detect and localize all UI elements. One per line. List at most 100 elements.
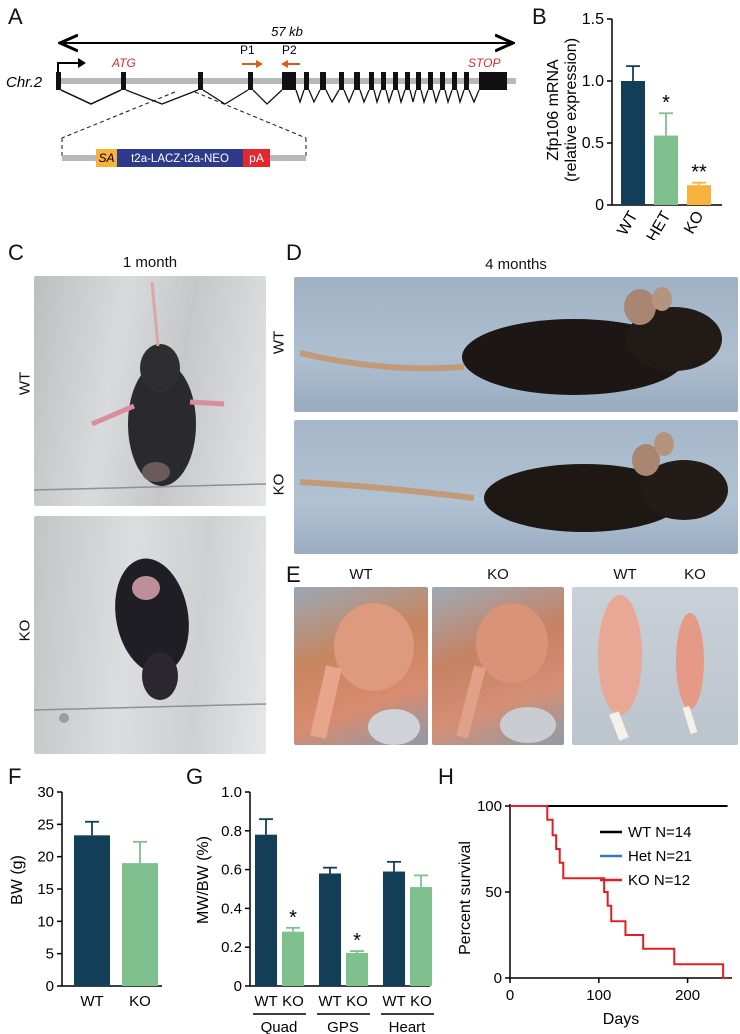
panel-letter-g: G (186, 764, 204, 789)
x-tick-label: KO (129, 993, 151, 1010)
x-tick-label: WT (318, 993, 341, 1010)
x-tick-label: WT (614, 208, 641, 238)
chromosome-label: Chr.2 (6, 74, 43, 91)
bar (255, 834, 277, 986)
panel-letter-a: A (8, 4, 23, 29)
panel-letter-e: E (286, 562, 301, 587)
y-tick-label: 0 (595, 197, 604, 214)
significance-label: ** (691, 162, 707, 184)
panel-letter-d: D (286, 240, 302, 265)
c-wt-photo (34, 276, 266, 506)
y-tick-label: 1.0 (221, 784, 242, 801)
y-tick-label: 15 (37, 881, 54, 898)
x-tick-label: HET (644, 208, 675, 240)
y-tick-label: 0.6 (221, 862, 242, 879)
y-tick-label: 0 (494, 970, 502, 987)
bar (74, 835, 110, 986)
c-wt-label: WT (16, 371, 34, 396)
y-tick-label: 0.5 (582, 135, 604, 152)
d-ko-photo (294, 420, 738, 554)
x-tick-label: 200 (675, 987, 700, 1004)
cassette-pa (243, 149, 270, 167)
stop-label: STOP (468, 56, 500, 70)
x-tick-label: WT (254, 993, 277, 1010)
tss-arrow (57, 62, 80, 76)
y-tick-label: 50 (485, 884, 502, 901)
x-axis-title: Days (603, 1011, 639, 1028)
chart-b: 0 0.5 1.0 1.5 WT * HET ** KO Zfp106 mRNA (relative… (545, 11, 722, 240)
bar (122, 863, 158, 986)
significance-label: * (353, 930, 361, 952)
gene-diagram: 57 kb Chr.2 ATG STOP P1 P2 (6, 24, 516, 167)
y-axis-title: MW/BW (%) (195, 836, 212, 924)
bar (687, 185, 711, 205)
primer-p2-label: P2 (282, 43, 297, 57)
legend-label: WT N=14 (628, 824, 692, 841)
exons (56, 72, 507, 90)
span-label: 57 kb (271, 24, 303, 39)
y-tick-label: 0 (234, 978, 242, 995)
y-tick-label: 0.2 (221, 939, 242, 956)
x-tick-label: 0 (506, 987, 514, 1004)
x-tick-label: WT (80, 993, 103, 1010)
x-tick-label: KO (681, 209, 707, 238)
significance-label: * (662, 92, 670, 114)
panel-letter-c: C (8, 240, 24, 265)
y-axis-subtitle: (relative expression) (563, 38, 580, 182)
y-tick-label: 20 (37, 849, 54, 866)
chart-h: 0 50 100 0 100 200 Days Percent survival WT N=14… (457, 798, 732, 1028)
x-tick-label: KO (410, 993, 432, 1010)
survival-line (510, 805, 728, 979)
svg-text:t2a-LACZ-t2a-NEO: t2a-LACZ-t2a-NEO (131, 153, 229, 165)
e-label-1: WT (349, 566, 373, 583)
d-wt-label: WT (270, 330, 288, 355)
bar (621, 81, 645, 205)
bar (654, 135, 678, 205)
panel-letter-f: F (8, 764, 22, 789)
e-ko-leg-photo (432, 587, 564, 745)
e-label-4: KO (684, 566, 706, 583)
legend-label: Het N=21 (628, 848, 692, 865)
y-axis-title: Percent survival (457, 841, 474, 955)
bar (319, 873, 341, 986)
atg-label: ATG (111, 56, 136, 70)
bar (346, 953, 368, 986)
y-tick-label: 10 (37, 913, 54, 930)
x-tick-label: 100 (586, 987, 611, 1004)
bar (282, 931, 304, 986)
bar (383, 871, 405, 986)
e-wt-leg-photo (294, 587, 428, 745)
e-label-2: KO (487, 566, 509, 583)
y-tick-label: 30 (37, 784, 54, 801)
d-wt-photo (294, 277, 738, 412)
y-tick-label: 1.0 (582, 73, 604, 90)
x-tick-label: KO (346, 993, 368, 1010)
group-label: Quad (261, 1019, 298, 1034)
y-tick-label: 5 (46, 946, 54, 963)
x-tick-label: KO (282, 993, 304, 1010)
d-ko-label: KO (270, 473, 288, 496)
c-ko-label: KO (16, 619, 34, 642)
panel-letter-b: B (532, 4, 547, 29)
chart-f: 0 5 10 15 20 25 30 WT KO BW (g) (9, 784, 162, 1010)
significance-label: * (289, 907, 297, 929)
y-tick-label: 0.8 (221, 823, 242, 840)
d-title: 4 months (485, 256, 547, 273)
legend-label: KO N=12 (628, 872, 690, 889)
bar (410, 887, 432, 986)
x-tick-label: WT (382, 993, 405, 1010)
y-tick-label: 100 (477, 798, 502, 815)
chart-g: 0 0.2 0.4 0.6 0.8 1.0 WT * KO WT * KO WT KO MW/BW (%) Q… (195, 784, 434, 1034)
y-tick-label: 0 (46, 978, 54, 995)
svg-text:pA: pA (249, 151, 264, 165)
y-axis-title: BW (g) (9, 855, 26, 905)
group-label: Heart (389, 1019, 427, 1034)
panel-letter-h: H (438, 764, 454, 789)
e-label-3: WT (613, 566, 637, 583)
c-title: 1 month (122, 254, 178, 271)
y-axis-title: Zfp106 mRNA (545, 59, 562, 161)
primer-p1-label: P1 (240, 43, 255, 57)
cassette-sa (96, 149, 117, 167)
group-label: GPS (327, 1019, 359, 1034)
e-muscle-photo (572, 587, 738, 745)
